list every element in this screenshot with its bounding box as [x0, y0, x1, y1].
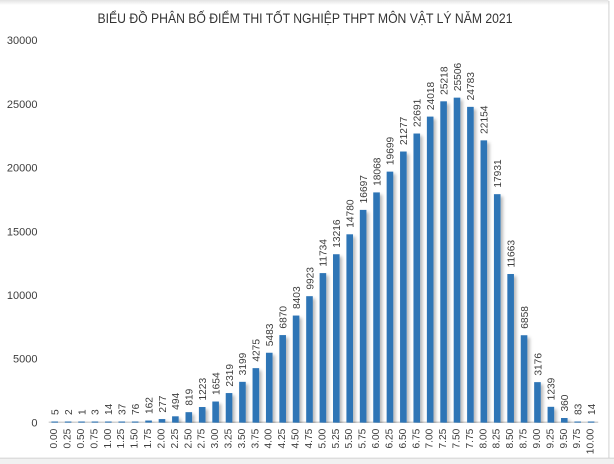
- svg-text:25506: 25506: [453, 62, 464, 91]
- svg-text:1654: 1654: [211, 372, 222, 395]
- svg-text:9923: 9923: [305, 267, 316, 290]
- svg-text:30000: 30000: [7, 35, 38, 47]
- svg-text:76: 76: [131, 403, 142, 415]
- svg-text:9.50: 9.50: [559, 428, 570, 448]
- svg-text:9.00: 9.00: [532, 428, 543, 448]
- svg-text:494: 494: [171, 392, 182, 409]
- svg-text:7.75: 7.75: [465, 428, 476, 448]
- svg-text:22154: 22154: [480, 105, 491, 134]
- svg-text:1.00: 1.00: [103, 428, 114, 448]
- svg-text:3.25: 3.25: [224, 428, 235, 448]
- svg-text:6.25: 6.25: [384, 428, 395, 448]
- svg-text:19699: 19699: [386, 136, 397, 165]
- svg-text:6.50: 6.50: [398, 428, 409, 448]
- svg-text:11663: 11663: [506, 240, 517, 268]
- svg-text:8.25: 8.25: [492, 428, 503, 448]
- svg-text:0.50: 0.50: [76, 428, 87, 448]
- svg-text:3.50: 3.50: [237, 428, 248, 448]
- svg-text:0: 0: [31, 417, 37, 429]
- svg-text:2: 2: [64, 409, 75, 415]
- svg-text:3.00: 3.00: [210, 428, 221, 448]
- svg-text:1223: 1223: [198, 378, 209, 401]
- svg-text:8.75: 8.75: [519, 428, 530, 448]
- svg-text:17931: 17931: [493, 159, 504, 188]
- svg-text:BIỂU ĐỒ PHÂN BỐ ĐIỂM THI TỐT N: BIỂU ĐỒ PHÂN BỐ ĐIỂM THI TỐT NGHIỆP THPT…: [98, 11, 513, 26]
- svg-text:2.50: 2.50: [183, 428, 194, 448]
- svg-text:1239: 1239: [547, 377, 558, 400]
- svg-text:24783: 24783: [466, 72, 477, 101]
- svg-text:162: 162: [144, 397, 155, 414]
- svg-text:7.50: 7.50: [452, 428, 463, 448]
- svg-text:3.75: 3.75: [250, 428, 261, 448]
- svg-text:22691: 22691: [413, 98, 424, 127]
- svg-text:6870: 6870: [278, 306, 289, 329]
- svg-text:819: 819: [185, 388, 196, 405]
- svg-text:10000: 10000: [7, 290, 38, 302]
- svg-text:15000: 15000: [7, 226, 38, 238]
- svg-text:1.75: 1.75: [143, 428, 154, 448]
- svg-text:18068: 18068: [372, 157, 383, 186]
- svg-text:6858: 6858: [520, 306, 531, 329]
- svg-text:4275: 4275: [252, 339, 263, 362]
- svg-text:14780: 14780: [346, 199, 357, 228]
- svg-text:7.00: 7.00: [425, 428, 436, 448]
- svg-text:25218: 25218: [439, 66, 450, 95]
- svg-text:0.00: 0.00: [49, 428, 60, 448]
- svg-text:2.00: 2.00: [156, 428, 167, 448]
- svg-text:3: 3: [91, 409, 102, 415]
- svg-text:9.25: 9.25: [545, 428, 556, 448]
- svg-text:5.00: 5.00: [317, 428, 328, 448]
- svg-text:20000: 20000: [7, 163, 38, 175]
- svg-text:1: 1: [77, 409, 88, 415]
- svg-text:14: 14: [587, 403, 598, 415]
- svg-text:2319: 2319: [225, 364, 236, 387]
- svg-text:4.25: 4.25: [277, 428, 288, 448]
- svg-text:8.00: 8.00: [478, 428, 489, 448]
- svg-text:24018: 24018: [426, 81, 437, 110]
- svg-text:6.00: 6.00: [371, 428, 382, 448]
- svg-text:11734: 11734: [319, 239, 330, 267]
- svg-text:14: 14: [104, 403, 115, 415]
- svg-text:21277: 21277: [399, 116, 410, 145]
- svg-text:6.75: 6.75: [411, 428, 422, 448]
- svg-text:8.50: 8.50: [505, 428, 516, 448]
- svg-text:83: 83: [573, 403, 584, 415]
- svg-text:5.75: 5.75: [358, 428, 369, 448]
- svg-text:360: 360: [560, 394, 571, 411]
- svg-text:8403: 8403: [292, 286, 303, 309]
- svg-text:2.25: 2.25: [170, 428, 181, 448]
- svg-text:13216: 13216: [332, 219, 343, 248]
- svg-text:16697: 16697: [359, 175, 370, 204]
- svg-text:5.50: 5.50: [344, 428, 355, 448]
- svg-text:10.00: 10.00: [586, 428, 597, 454]
- svg-text:25000: 25000: [7, 99, 38, 111]
- svg-text:1.50: 1.50: [130, 428, 141, 448]
- svg-text:9.75: 9.75: [572, 428, 583, 448]
- svg-text:4.00: 4.00: [264, 428, 275, 448]
- svg-text:277: 277: [158, 395, 169, 412]
- svg-text:5.25: 5.25: [331, 428, 342, 448]
- svg-text:0.25: 0.25: [63, 428, 74, 448]
- svg-text:3199: 3199: [238, 352, 249, 375]
- svg-text:7.25: 7.25: [438, 428, 449, 448]
- svg-text:4.50: 4.50: [291, 428, 302, 448]
- svg-text:2.75: 2.75: [197, 428, 208, 448]
- svg-text:1.25: 1.25: [116, 428, 127, 448]
- svg-text:5: 5: [50, 409, 61, 415]
- svg-text:5000: 5000: [13, 354, 37, 366]
- svg-text:5483: 5483: [265, 323, 276, 346]
- svg-text:0.75: 0.75: [89, 428, 100, 448]
- svg-text:37: 37: [118, 403, 129, 415]
- svg-text:3176: 3176: [533, 353, 544, 376]
- svg-text:4.75: 4.75: [304, 428, 315, 448]
